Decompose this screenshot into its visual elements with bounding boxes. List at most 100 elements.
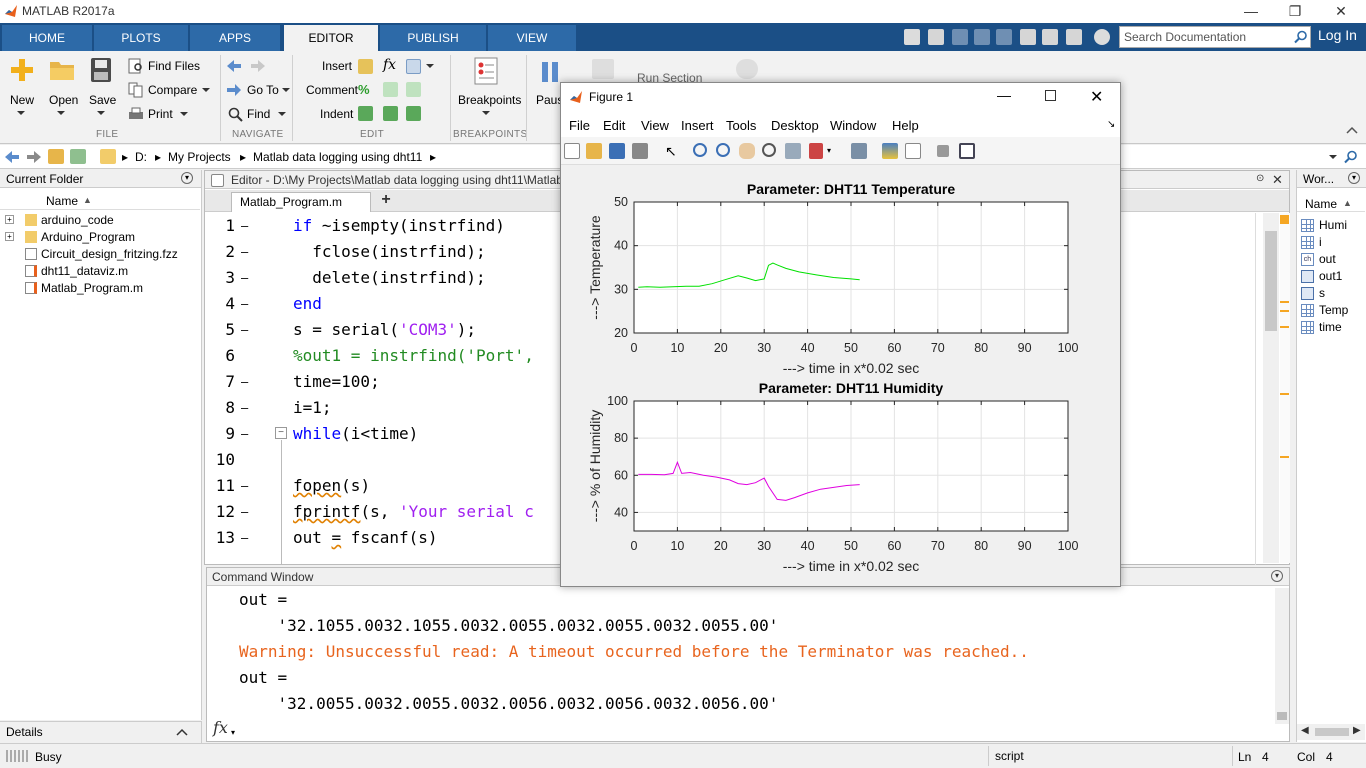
menu-help[interactable]: Help [892, 118, 919, 133]
warning-marker[interactable] [1280, 393, 1289, 395]
chevron-down-icon[interactable] [97, 111, 105, 115]
close-button[interactable]: ✕ [1335, 3, 1347, 19]
find-files-icon[interactable] [128, 58, 144, 74]
figure-title-bar[interactable]: Figure 1 — ✕ [561, 83, 1120, 113]
file-item[interactable]: dht11_dataviz.m [0, 263, 200, 280]
save-icon[interactable] [928, 29, 944, 45]
find-button[interactable]: Find [247, 107, 271, 121]
tab-editor[interactable]: EDITOR [284, 25, 378, 51]
chevron-down-icon[interactable] [17, 111, 25, 115]
code-line[interactable]: 3 — delete(instrfind); [205, 265, 1255, 291]
menu-edit[interactable]: Edit [603, 118, 626, 133]
figure-window[interactable]: Figure 1 — ✕ File Edit View Insert Tools… [560, 82, 1121, 587]
code-line[interactable]: 13 — out = fscanf(s) [205, 525, 1255, 551]
comment-button[interactable]: Comment [306, 83, 359, 97]
decrease-indent-icon[interactable] [406, 106, 421, 121]
panel-actions-icon[interactable]: ▾ [181, 172, 193, 184]
chevron-up-icon[interactable] [176, 727, 188, 737]
folder-item[interactable]: + arduino_code [0, 212, 200, 229]
compare-icon[interactable] [128, 82, 144, 98]
menu-file[interactable]: File [569, 118, 590, 133]
executable-line-marker[interactable]: — [241, 427, 249, 441]
colorbar-icon[interactable] [882, 143, 898, 159]
tab-matlab-program[interactable]: Matlab_Program.m [231, 192, 371, 212]
tab-apps[interactable]: APPS [190, 25, 280, 51]
rotate-3d-icon[interactable] [762, 143, 776, 157]
executable-line-marker[interactable]: — [241, 531, 249, 545]
link-plot-icon[interactable] [851, 143, 867, 159]
insert-section-icon[interactable] [358, 59, 373, 74]
address-dropdown-icon[interactable] [1329, 155, 1337, 159]
menu-view[interactable]: View [641, 118, 669, 133]
command-scrollbar[interactable] [1275, 588, 1289, 724]
open-folder-icon[interactable] [49, 59, 75, 81]
chevron-down-icon[interactable]: ▾ [231, 728, 236, 737]
print-button[interactable]: Print [148, 107, 173, 121]
chevron-down-icon[interactable] [282, 88, 290, 92]
details-panel[interactable]: Details [0, 721, 202, 743]
close-editor-icon[interactable]: ✕ [1272, 172, 1283, 187]
figure-minimize-button[interactable]: — [997, 87, 1011, 103]
pause-icon[interactable] [540, 61, 560, 83]
executable-line-marker[interactable]: — [241, 323, 249, 337]
save-figure-icon[interactable] [609, 143, 625, 159]
data-cursor-icon[interactable] [785, 143, 801, 159]
name-column-label[interactable]: Name [46, 194, 79, 208]
chevron-down-icon[interactable] [482, 111, 490, 115]
folder-column-header[interactable]: Name ▲ [0, 191, 200, 210]
scrollbar-thumb[interactable] [1277, 712, 1287, 720]
menu-insert[interactable]: Insert [681, 118, 714, 133]
menu-tools[interactable]: Tools [726, 118, 757, 133]
menu-window[interactable]: Window [830, 118, 877, 133]
expand-icon[interactable]: + [5, 215, 14, 224]
executable-line-marker[interactable]: — [241, 479, 249, 493]
compare-button[interactable]: Compare [148, 83, 198, 97]
insert-block-icon[interactable] [406, 59, 421, 74]
increase-indent-icon[interactable] [383, 106, 398, 121]
new-button[interactable]: New [10, 93, 35, 107]
pan-icon[interactable] [739, 143, 755, 159]
back-arrow-icon[interactable] [226, 59, 242, 73]
search-documentation-input[interactable]: Search Documentation [1119, 26, 1311, 48]
go-to-icon[interactable] [226, 83, 242, 97]
warning-marker[interactable] [1280, 301, 1289, 303]
collapse-ribbon-icon[interactable] [1346, 124, 1358, 136]
executable-line-marker[interactable]: — [241, 505, 249, 519]
code-editor[interactable]: 1 — if ~isempty(instrfind) 2 — fclose(instrf… [205, 213, 1265, 565]
hide-plot-tools-icon[interactable] [937, 145, 949, 157]
maximize-button[interactable]: ❐ [1288, 3, 1302, 19]
insert-button[interactable]: Insert [322, 59, 353, 73]
code-line[interactable]: 2 — fclose(instrfind); [205, 239, 1255, 265]
editor-scrollbar[interactable] [1263, 213, 1279, 563]
breadcrumb-project-folder[interactable]: Matlab data logging using dht11 [253, 150, 423, 164]
figure-maximize-button[interactable] [1045, 90, 1056, 101]
indent-button[interactable]: Indent [320, 107, 354, 121]
editor-actions-icon[interactable]: ⊙ [1256, 173, 1265, 184]
code-line[interactable]: 1 — if ~isempty(instrfind) [205, 213, 1255, 239]
series-line[interactable] [638, 262, 860, 288]
print-icon[interactable] [128, 106, 144, 122]
warning-marker[interactable] [1280, 326, 1289, 328]
edit-plot-icon[interactable]: ↖ [665, 143, 677, 159]
smart-indent-icon[interactable] [358, 106, 373, 121]
figure-close-button[interactable]: ✕ [1090, 89, 1104, 106]
file-item[interactable]: Circuit_design_fritzing.fzz [0, 246, 200, 263]
scroll-right-icon[interactable]: ▶ [1353, 725, 1361, 736]
breadcrumb-my-projects[interactable]: My Projects [168, 150, 231, 164]
legend-icon[interactable] [905, 143, 921, 159]
scroll-left-icon[interactable]: ◀ [1301, 725, 1309, 736]
up-folder-icon[interactable] [48, 149, 64, 164]
panel-actions-icon[interactable]: ▾ [1348, 172, 1360, 184]
chevron-down-icon[interactable] [57, 111, 65, 115]
minimize-button[interactable]: — [1244, 3, 1258, 19]
code-line[interactable]: 9 — while(i<time) [205, 421, 1255, 447]
wrap-comment-icon[interactable] [406, 82, 421, 97]
new-icon[interactable] [9, 57, 35, 83]
code-line[interactable]: 12 — fprintf(s, 'Your serial c [205, 499, 1255, 525]
scrollbar-thumb[interactable] [1265, 231, 1277, 331]
chevron-down-icon[interactable] [202, 88, 210, 92]
zoom-out-icon[interactable] [716, 143, 730, 157]
chevron-down-icon[interactable] [180, 112, 188, 116]
code-fold-toggle[interactable]: − [275, 427, 287, 439]
redo-icon[interactable] [1042, 29, 1058, 45]
